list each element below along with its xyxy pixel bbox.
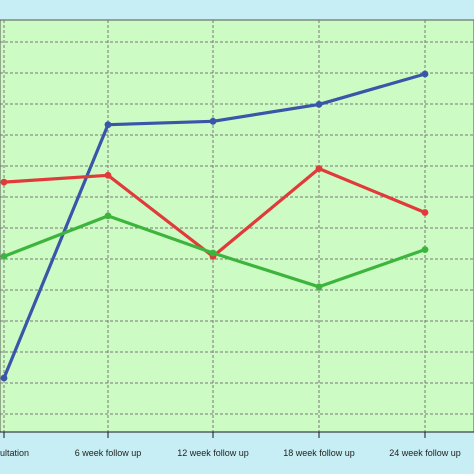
data-point	[104, 171, 112, 179]
data-point	[104, 212, 112, 220]
data-point	[315, 101, 323, 108]
x-tick-label: 24 week follow up	[389, 448, 461, 458]
x-axis-ticks: Consultation 6 week follow up 12 week foll…	[0, 432, 461, 458]
data-point	[0, 178, 8, 186]
data-point	[421, 70, 429, 78]
data-point	[0, 374, 8, 382]
grid-lines	[0, 20, 474, 432]
x-tick-label: Consultation	[0, 448, 29, 458]
data-point	[421, 209, 429, 216]
x-tick-label: 6 week follow up	[75, 448, 142, 458]
x-axis-band	[0, 433, 474, 474]
data-point	[315, 165, 323, 173]
data-point	[421, 246, 429, 254]
data-point	[209, 249, 217, 257]
data-point	[104, 121, 112, 129]
x-tick-label: 18 week follow up	[283, 448, 355, 458]
data-point	[315, 283, 323, 291]
data-point	[0, 253, 8, 260]
series-layer	[0, 70, 429, 382]
chart-top-band	[0, 0, 474, 20]
data-point	[209, 117, 217, 125]
x-tick-label: 12 week follow up	[177, 448, 249, 458]
